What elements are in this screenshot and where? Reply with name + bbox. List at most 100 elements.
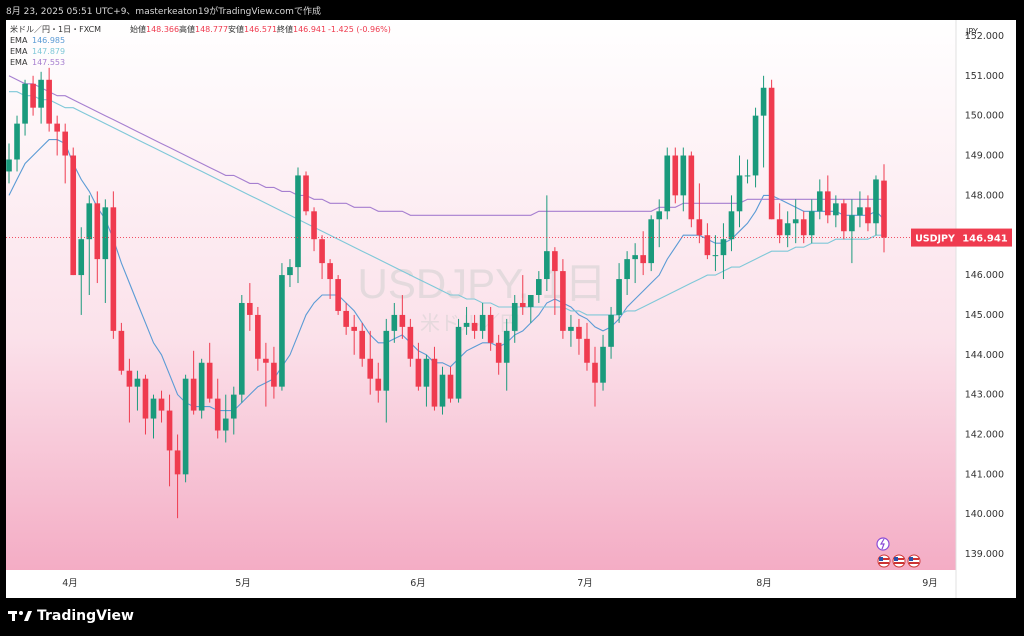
candle[interactable] (110, 191, 117, 339)
candle[interactable] (383, 318, 390, 423)
candle[interactable] (656, 199, 663, 248)
candle[interactable] (816, 179, 823, 220)
candle[interactable] (632, 243, 638, 284)
candle[interactable] (841, 199, 847, 240)
candle[interactable] (238, 295, 245, 403)
candle[interactable] (833, 195, 839, 228)
candle[interactable] (407, 318, 414, 367)
candle[interactable] (206, 342, 213, 403)
candle[interactable] (552, 247, 558, 315)
tradingview-logo[interactable]: TradingView (8, 608, 134, 624)
candle[interactable] (712, 235, 719, 272)
candle[interactable] (295, 167, 301, 284)
candle[interactable] (664, 147, 671, 220)
candle[interactable] (287, 259, 293, 288)
candle[interactable] (487, 306, 494, 351)
candle[interactable] (30, 75, 36, 116)
price-chart[interactable]: USDJPY, 1日 米ドル／円 139.000140.000141.00014… (0, 20, 1024, 598)
candle[interactable] (560, 259, 566, 339)
candle[interactable] (399, 295, 406, 339)
candle[interactable] (479, 302, 486, 339)
candle[interactable] (688, 151, 695, 228)
candle[interactable] (455, 318, 462, 403)
candle[interactable] (134, 370, 141, 411)
candlesticks[interactable] (6, 67, 887, 519)
candle[interactable] (736, 155, 743, 228)
candle[interactable] (776, 203, 783, 244)
candle[interactable] (230, 386, 237, 435)
candle[interactable] (62, 123, 69, 184)
candle[interactable] (271, 346, 277, 399)
candle[interactable] (600, 334, 606, 391)
candle[interactable] (126, 358, 133, 423)
candle[interactable] (327, 259, 333, 299)
candle[interactable] (22, 79, 28, 136)
candle[interactable] (760, 75, 767, 168)
candle[interactable] (495, 334, 502, 375)
candle[interactable] (576, 318, 582, 355)
candle[interactable] (198, 358, 205, 419)
candle[interactable] (319, 235, 325, 280)
candle[interactable] (367, 330, 374, 395)
candle[interactable] (808, 199, 815, 244)
candle[interactable] (704, 223, 711, 260)
candle[interactable] (102, 199, 109, 303)
candle[interactable] (311, 207, 317, 252)
candle[interactable] (503, 318, 510, 391)
candle[interactable] (174, 434, 181, 519)
candle[interactable] (415, 342, 422, 391)
candle[interactable] (86, 195, 93, 295)
candle[interactable] (648, 215, 655, 272)
candle[interactable] (142, 374, 149, 435)
candle[interactable] (263, 342, 269, 407)
candle[interactable] (544, 195, 550, 292)
candle[interactable] (728, 195, 735, 252)
candle[interactable] (752, 107, 759, 188)
candle[interactable] (214, 378, 221, 439)
candle[interactable] (279, 263, 285, 391)
candle[interactable] (768, 79, 775, 220)
event-icons[interactable] (876, 537, 921, 568)
candle[interactable] (527, 295, 534, 323)
candle[interactable] (158, 390, 165, 423)
candle[interactable] (608, 306, 614, 359)
candle[interactable] (439, 366, 446, 415)
candle[interactable] (744, 159, 751, 184)
candle[interactable] (359, 322, 366, 367)
candle[interactable] (680, 147, 687, 212)
candle[interactable] (391, 302, 398, 343)
candle[interactable] (624, 251, 630, 295)
candle[interactable] (70, 147, 77, 276)
candle[interactable] (849, 199, 855, 264)
candle[interactable] (584, 322, 590, 371)
candle[interactable] (46, 67, 52, 132)
candle[interactable] (672, 147, 679, 204)
candle[interactable] (857, 191, 863, 228)
candle[interactable] (6, 143, 12, 184)
candle[interactable] (824, 175, 831, 224)
candle[interactable] (54, 115, 60, 156)
candle[interactable] (568, 314, 574, 347)
candle[interactable] (166, 394, 173, 487)
candle[interactable] (78, 227, 85, 315)
candle[interactable] (118, 322, 125, 375)
candle[interactable] (94, 191, 101, 284)
us-flag-icon[interactable] (907, 554, 921, 568)
candle[interactable] (463, 306, 470, 335)
candle[interactable] (616, 263, 622, 323)
candle[interactable] (431, 346, 438, 411)
us-flag-icon[interactable] (892, 554, 906, 568)
candle[interactable] (222, 394, 229, 443)
time-axis[interactable]: 4月 5月 6月 7月 8月 9月 (62, 578, 938, 589)
candle[interactable] (182, 374, 189, 483)
candle[interactable] (640, 231, 646, 276)
candle[interactable] (792, 199, 799, 244)
candle[interactable] (519, 275, 526, 315)
candle[interactable] (471, 314, 478, 339)
candle[interactable] (592, 346, 598, 407)
candle[interactable] (303, 171, 309, 216)
candle[interactable] (351, 314, 357, 355)
candle[interactable] (511, 295, 518, 343)
candle[interactable] (150, 394, 157, 439)
us-flag-icon[interactable] (877, 554, 891, 568)
